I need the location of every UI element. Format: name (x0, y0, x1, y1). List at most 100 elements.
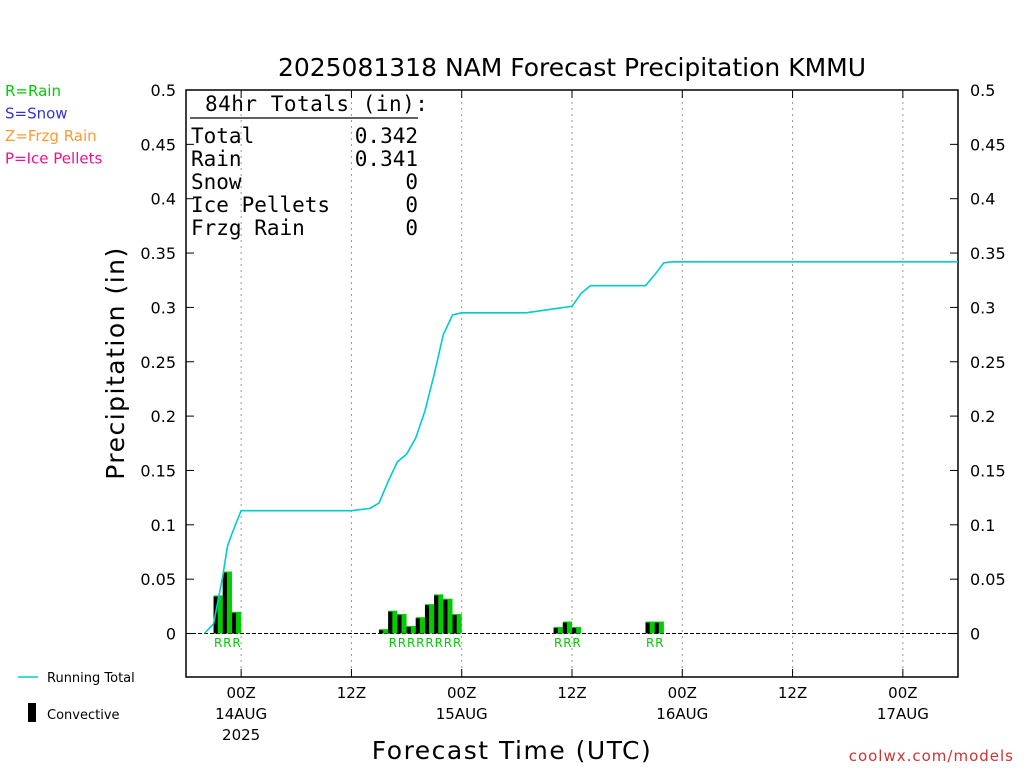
y-tick-label-right: 0 (970, 625, 980, 644)
convective-bar (388, 611, 393, 634)
ptype-label: R (214, 636, 222, 650)
y-tick-label-right: 0.5 (970, 81, 995, 100)
convective-bar (231, 612, 237, 634)
convective-bar (379, 630, 384, 634)
precip-bar (379, 629, 389, 634)
ptype-label: R (389, 636, 397, 650)
convective-bar (645, 622, 650, 634)
totals-value: 0 (405, 216, 418, 240)
precip-bar (645, 621, 655, 634)
convective-bar (406, 626, 411, 634)
x-tick-label: 00Z (226, 684, 255, 702)
totals-label: Snow (191, 170, 242, 194)
precip-bar (406, 625, 416, 634)
x-tick-label: 12Z (557, 684, 586, 702)
totals-value: 0.341 (355, 147, 418, 171)
ptype-legend-item: Z=Frzg Rain (5, 127, 97, 145)
totals-label: Ice Pellets (191, 193, 330, 217)
y-tick-label-left: 0.1 (151, 516, 176, 535)
ptype-legend: R=Rain S=Snow Z=Frzg Rain P=Ice Pellets (5, 82, 102, 168)
precip-bar (415, 617, 425, 634)
ptype-label: R (444, 636, 452, 650)
watermark: coolwx.com/models (849, 747, 1014, 765)
y-tick-label-left: 0.3 (151, 298, 176, 317)
ptype-label: R (398, 636, 406, 650)
precip-bar (388, 610, 398, 634)
ptype-label: R (407, 636, 415, 650)
x-tick-label: 00Z (447, 684, 476, 702)
convective-bar (553, 628, 558, 634)
y-tick-label-left: 0.2 (151, 407, 176, 426)
x-tick-date: 17AUG (877, 705, 929, 723)
y-tick-label-right: 0.15 (970, 461, 1006, 480)
y-tick-label-left: 0 (166, 625, 176, 644)
precip-bar (572, 626, 582, 634)
x-tick-date: 16AUG (656, 705, 708, 723)
convective-bar (443, 599, 448, 634)
totals-label: Frzg Rain (191, 216, 305, 240)
ptype-legend-item: P=Ice Pellets (5, 150, 102, 168)
ptype-label: R (453, 636, 461, 650)
running-total-line (203, 260, 958, 635)
y-tick-label-right: 0.05 (970, 570, 1006, 589)
totals-value: 0 (405, 170, 418, 194)
precip-bar (654, 621, 664, 634)
totals-box: 84hr Totals (in): Total 0.342 Rain 0.341 Sno… (190, 92, 428, 240)
convective-bar (415, 618, 420, 634)
y-tick-label-right: 0.3 (970, 298, 995, 317)
y-axis-left: 0 0.05 0.1 0.15 0.2 0.25 0.3 0.35 0.4 0.45 0.5 (140, 81, 194, 644)
y-axis-label: Precipitation (in) (101, 246, 130, 480)
y-tick-label-left: 0.4 (151, 190, 176, 209)
y-tick-label-left: 0.05 (140, 570, 176, 589)
y-tick-label-left: 0.15 (140, 461, 176, 480)
ptype-label: R (554, 636, 562, 650)
x-tick-label: 00Z (668, 684, 697, 702)
y-tick-label-left: 0.45 (140, 135, 176, 154)
y-tick-label-right: 0.4 (970, 190, 995, 209)
convective-bar (562, 622, 567, 634)
y-tick-label-right: 0.25 (970, 353, 1006, 372)
y-axis-right: 0 0.05 0.1 0.15 0.2 0.25 0.3 0.35 0.4 0.45 0.5 (950, 81, 1006, 644)
convective-bar (424, 605, 430, 634)
ptype-label: R (563, 636, 571, 650)
y-tick-label-left: 0.25 (140, 353, 176, 372)
ptype-label: R (435, 636, 443, 650)
ptype-label: R (646, 636, 654, 650)
convective-legend-swatch (28, 703, 36, 722)
x-tick-date: 15AUG (436, 705, 488, 723)
totals-value: 0.342 (355, 124, 418, 148)
x-tick-date: 14AUG (215, 705, 267, 723)
y-tick-label-right: 0.45 (970, 135, 1006, 154)
convective-bar (397, 615, 402, 634)
precip-bar (424, 604, 435, 634)
ptype-label: R (223, 636, 231, 650)
convective-bar (434, 595, 439, 634)
ptype-legend-item: R=Rain (5, 82, 61, 100)
precip-bar (562, 621, 572, 634)
ptype-label: R (655, 636, 663, 650)
precip-bar (434, 594, 444, 634)
vertical-grid (240, 90, 904, 677)
convective-bar (452, 615, 457, 634)
y-tick-label-right: 0.1 (970, 516, 995, 535)
x-axis: 00Z 14AUG 2025 12Z 00Z 15AUG 12Z 00Z 16AUG 12Z 00Z… (215, 90, 929, 744)
precip-bars (213, 571, 664, 634)
ptype-legend-item: S=Snow (5, 105, 68, 123)
precip-bar (213, 595, 223, 634)
ptype-label: R (416, 636, 424, 650)
y-tick-label-right: 0.2 (970, 407, 995, 426)
precip-bar (222, 571, 232, 634)
precip-bar (397, 613, 407, 634)
ptype-label: R (232, 636, 240, 650)
y-tick-label-left: 0.35 (140, 244, 176, 263)
precip-bar (443, 598, 453, 634)
x-tick-year: 2025 (222, 726, 260, 744)
x-tick-label: 12Z (778, 684, 807, 702)
totals-label: Total (191, 124, 254, 148)
convective-bar (572, 628, 577, 634)
ptype-label: R (572, 636, 580, 650)
y-tick-label-right: 0.35 (970, 244, 1006, 263)
convective-legend-label: Convective (47, 708, 120, 723)
